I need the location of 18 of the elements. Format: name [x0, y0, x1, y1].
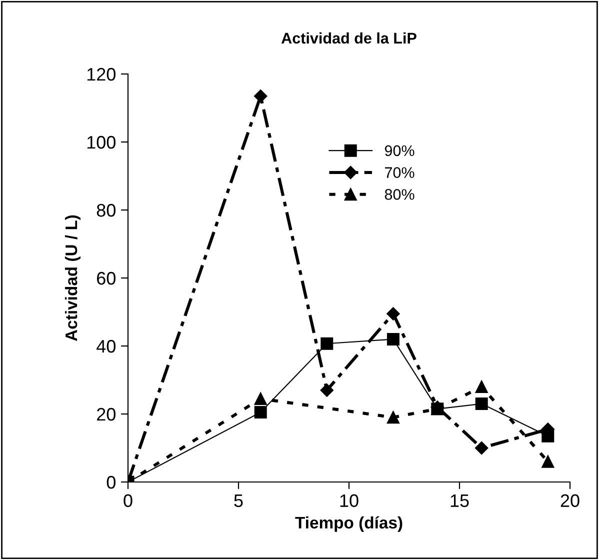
x-axis-title: Tiempo (días) [295, 516, 402, 532]
x-tick-label: 15 [450, 494, 469, 508]
y-tick-label: 60 [97, 272, 116, 285]
y-tick-label: 0 [106, 476, 116, 489]
x-tick-label: 0 [124, 494, 132, 508]
x-tick-label: 10 [340, 494, 358, 508]
y-tick-label: 120 [87, 68, 116, 81]
x-tick-label: 5 [234, 494, 243, 508]
legend-label: 70% [385, 167, 414, 178]
x-tick-label: 20 [560, 494, 580, 508]
y-tick-label: 80 [96, 204, 116, 217]
legend-label: 90% [384, 145, 414, 156]
y-tick-label: 40 [96, 340, 116, 353]
chart-title: Actividad de la LiP [281, 32, 416, 44]
y-tick-label: 20 [97, 408, 116, 421]
legend-label: 80% [384, 189, 414, 200]
y-tick-label: 100 [87, 136, 116, 149]
y-axis-title: Actividad (U / L) [64, 215, 81, 342]
